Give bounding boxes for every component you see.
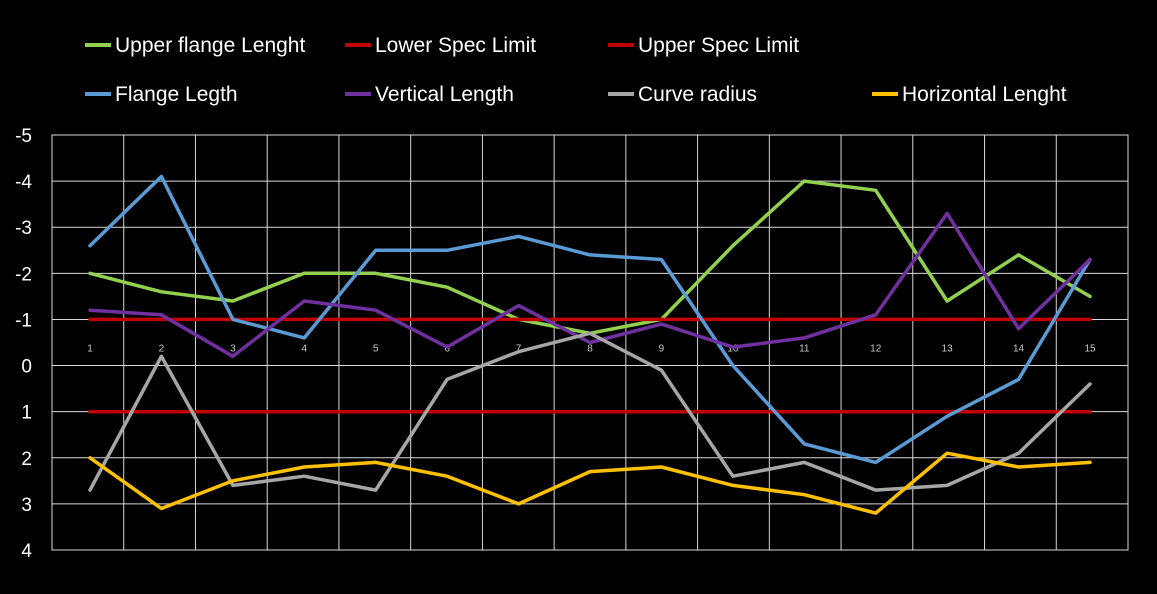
- x-tick-label: 2: [159, 344, 165, 355]
- legend-label: Upper Spec Limit: [638, 34, 799, 57]
- series-line: [88, 331, 1092, 492]
- series-line: [88, 174, 1092, 465]
- y-tick-label: 3: [21, 495, 32, 516]
- x-tick-label: 10: [727, 344, 739, 355]
- series-lines: [88, 174, 1092, 515]
- y-tick-label: -5: [15, 126, 32, 147]
- x-axis-ticks: 1 2 3 4 5 6 7 8 9 10 11 12 13 14 15: [87, 344, 1096, 355]
- legend-label: Curve radius: [638, 83, 757, 106]
- y-tick-label: 4: [21, 541, 32, 562]
- x-tick-label: 6: [444, 344, 450, 355]
- x-tick-label: 14: [1013, 344, 1025, 355]
- x-tick-label: 7: [516, 344, 522, 355]
- legend-label: Vertical Length: [375, 83, 514, 106]
- y-tick-label: 2: [21, 449, 32, 470]
- legend: Upper flange Lenght Lower Spec Limit Upper…: [85, 34, 1067, 106]
- y-tick-label: -1: [15, 310, 32, 331]
- legend-label: Upper flange Lenght: [115, 34, 305, 57]
- x-tick-label: 15: [1084, 344, 1096, 355]
- x-tick-label: 11: [799, 344, 810, 355]
- x-tick-label: 5: [373, 344, 379, 355]
- x-tick-label: 1: [87, 344, 93, 355]
- legend-label: Lower Spec Limit: [375, 34, 536, 57]
- legend-label: Flange Legth: [115, 83, 238, 106]
- y-tick-label: -2: [15, 264, 32, 285]
- x-tick-label: 8: [587, 344, 593, 355]
- y-tick-label: -4: [15, 172, 32, 193]
- legend-label: Horizontal Lenght: [902, 83, 1067, 106]
- series-line: [88, 211, 1092, 359]
- y-tick-label: -3: [15, 218, 32, 239]
- series-line: [88, 451, 1092, 515]
- x-tick-label: 4: [302, 344, 308, 355]
- y-axis-ticks: -5 -4 -3 -2 -1 0 1 2 3 4: [15, 126, 32, 562]
- x-tick-label: 12: [870, 344, 882, 355]
- x-tick-label: 9: [659, 344, 665, 355]
- y-tick-label: 0: [21, 357, 32, 378]
- x-tick-label: 13: [942, 344, 954, 355]
- y-tick-label: 1: [21, 403, 32, 424]
- x-tick-label: 3: [230, 344, 236, 355]
